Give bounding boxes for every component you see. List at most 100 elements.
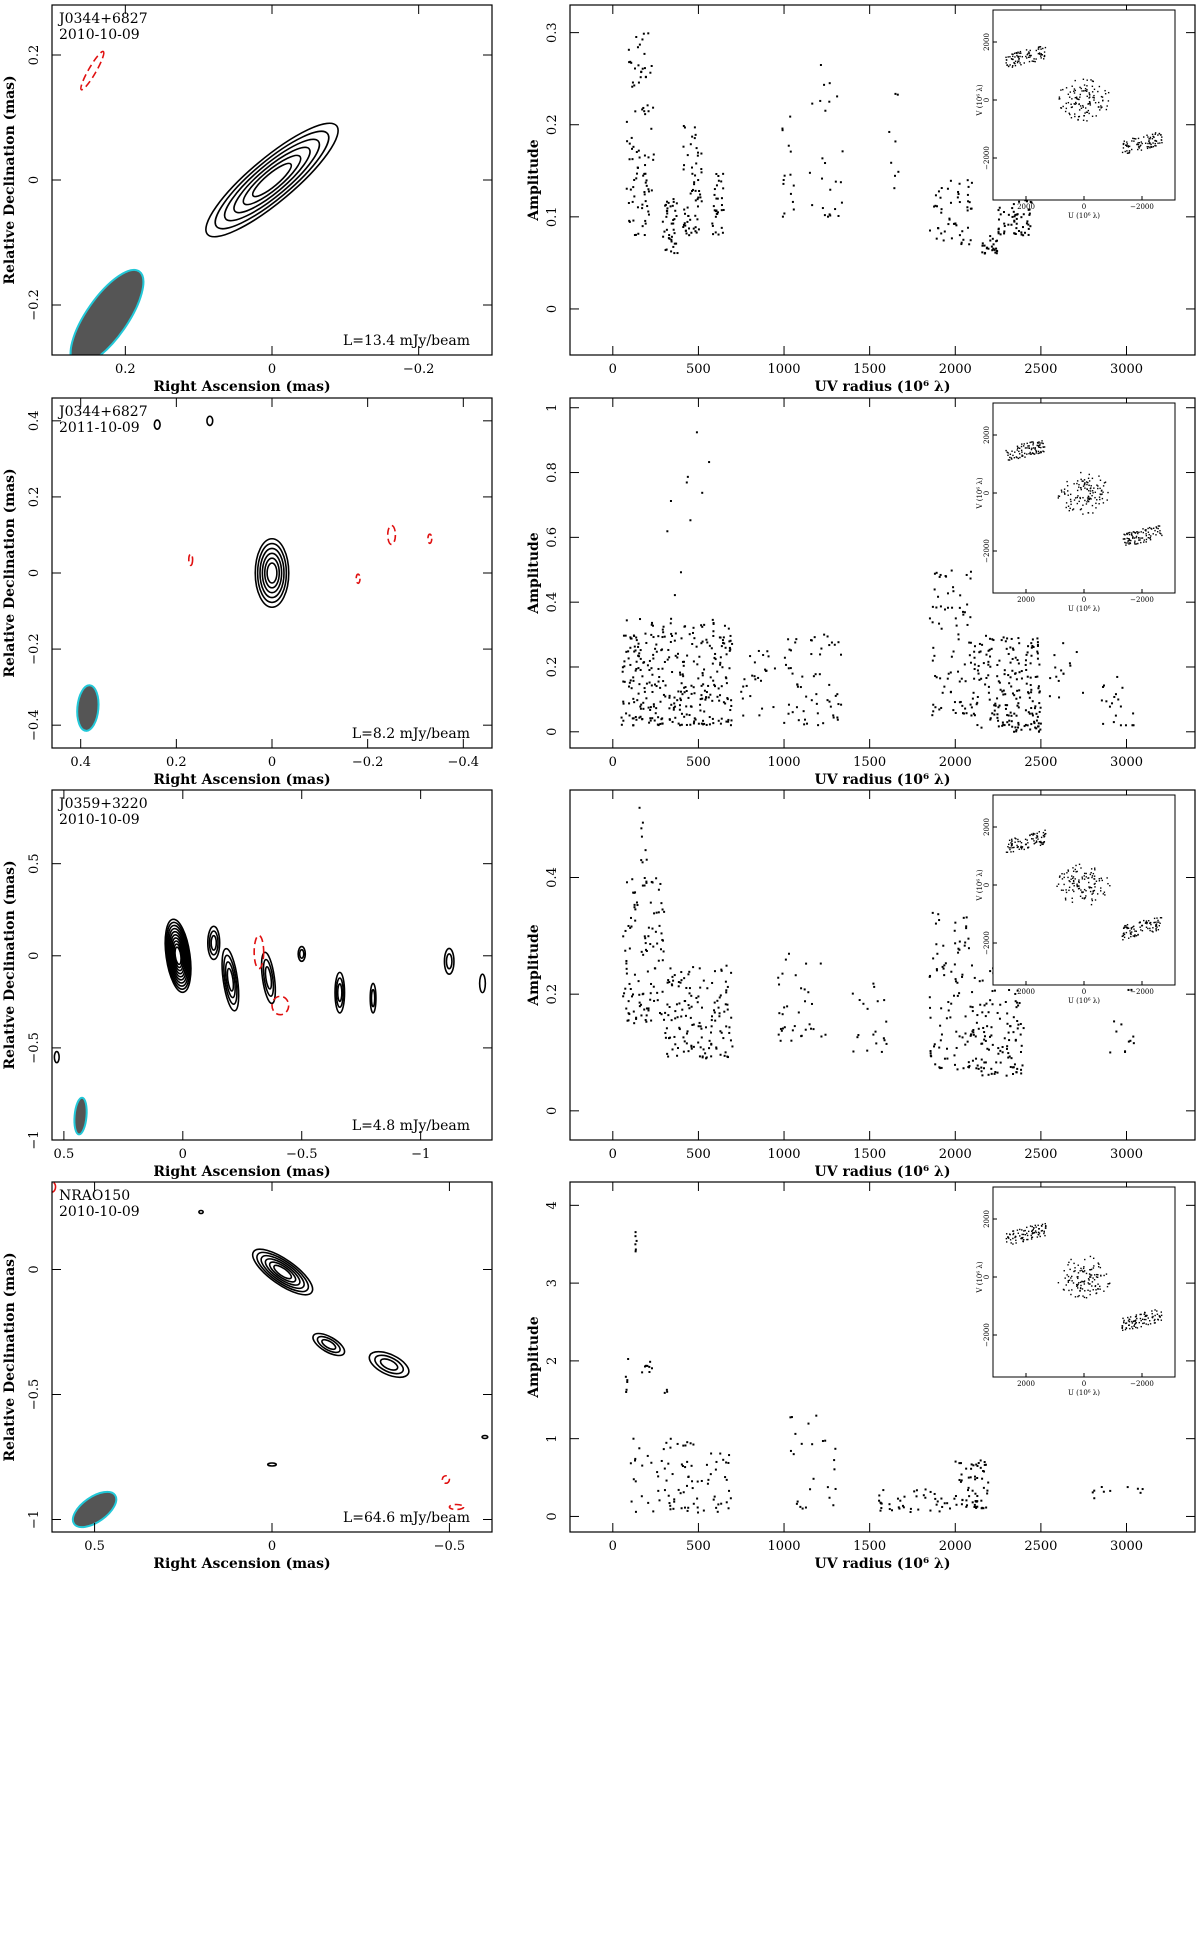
uv-point: [1146, 1314, 1148, 1317]
visibility-point: [667, 1014, 670, 1017]
visibility-point: [807, 991, 810, 994]
visibility-point: [821, 177, 824, 180]
visibility-point: [707, 684, 710, 687]
uv-point: [1158, 525, 1161, 527]
visibility-point: [632, 724, 635, 727]
y-tick-label: 0: [27, 952, 42, 960]
uv-point: [1124, 1328, 1127, 1331]
uv-point: [1063, 488, 1066, 490]
visibility-point: [787, 952, 790, 955]
visibility-point: [680, 1507, 683, 1510]
visibility-point: [639, 76, 642, 79]
inset-x-tick-label: −2000: [1130, 988, 1154, 996]
uv-point: [1135, 1315, 1137, 1318]
uv-point: [1070, 103, 1072, 105]
visibility-point: [649, 901, 652, 904]
uv-point: [1018, 848, 1020, 850]
visibility-point: [676, 1054, 679, 1057]
visibility-point: [661, 628, 664, 631]
visibility-point: [725, 991, 728, 994]
uv-point: [1024, 1234, 1027, 1236]
contour-black: [223, 954, 238, 1005]
uv-point: [1036, 836, 1039, 838]
uv-point: [1080, 1281, 1082, 1284]
uv-point: [1131, 926, 1134, 928]
visibility-point: [633, 903, 636, 906]
visibility-point: [695, 431, 698, 434]
visibility-point: [942, 944, 945, 947]
visibility-point: [1124, 1050, 1127, 1053]
uv-point: [1143, 1322, 1145, 1324]
visibility-point: [958, 1462, 961, 1465]
uv-point: [1035, 1231, 1037, 1234]
uv-point: [1093, 97, 1095, 99]
visibility-point: [647, 110, 650, 113]
uv-point: [1135, 138, 1137, 140]
visibility-point: [840, 653, 843, 656]
visibility-point: [1117, 698, 1120, 701]
uv-tracks: [1005, 829, 1163, 941]
visibility-point: [783, 1006, 786, 1009]
x-tick-label: −0.5: [286, 1147, 318, 1162]
uv-point: [1133, 542, 1136, 544]
visibility-point: [645, 179, 648, 182]
visibility-point: [901, 1504, 904, 1507]
contour-black: [264, 1258, 301, 1286]
visibility-point: [1029, 728, 1032, 731]
uv-point: [1093, 99, 1095, 101]
visibility-point: [1019, 1033, 1022, 1036]
visibility-point: [682, 675, 685, 678]
uv-point: [1123, 533, 1125, 536]
uv-point: [1068, 112, 1070, 114]
uv-point: [1073, 1262, 1075, 1265]
visibility-point: [671, 671, 674, 674]
uv-point: [1030, 1238, 1033, 1240]
uv-point: [1103, 482, 1106, 484]
visibility-point: [729, 648, 732, 651]
visibility-point: [943, 685, 946, 688]
visibility-point: [725, 1478, 728, 1481]
visibility-point: [1017, 229, 1020, 232]
uv-point: [1067, 494, 1069, 496]
visibility-point: [789, 649, 792, 652]
visibility-point: [802, 710, 805, 713]
visibility-point: [640, 1003, 643, 1006]
uv-point: [1031, 1229, 1034, 1232]
visibility-point: [790, 1416, 793, 1419]
visibility-point: [979, 1466, 982, 1469]
visibility-point: [641, 717, 644, 720]
visibility-point: [687, 214, 690, 217]
visibility-point: [623, 992, 626, 995]
uv-point: [1085, 876, 1087, 878]
visibility-point: [701, 625, 704, 628]
visibility-point: [980, 726, 983, 729]
visibility-point: [788, 648, 791, 651]
uv-point: [1149, 539, 1152, 541]
visibility-point: [624, 929, 627, 932]
uv-point: [1005, 1237, 1008, 1240]
uv-point: [1140, 1319, 1142, 1322]
uv-point: [1065, 506, 1067, 509]
visibility-point: [993, 989, 996, 992]
uv-point: [1019, 456, 1021, 459]
visibility-point: [828, 1496, 831, 1499]
visibility-point: [643, 884, 646, 887]
visibility-point: [980, 1070, 983, 1073]
visibility-point: [717, 1503, 720, 1506]
uv-point: [1045, 832, 1047, 835]
uv-point: [1018, 450, 1020, 453]
visibility-point: [1010, 685, 1013, 688]
contour-black: [260, 1254, 305, 1290]
x-tick-label: 0.2: [115, 362, 136, 377]
contour-red-negative: [355, 573, 361, 585]
uv-point: [1012, 1233, 1014, 1236]
visibility-point: [645, 697, 648, 700]
uv-point: [1121, 1325, 1123, 1327]
visibility-point: [701, 640, 704, 643]
visibility-point: [966, 1504, 969, 1507]
visibility-point: [702, 1509, 705, 1512]
uv-point: [1066, 1274, 1068, 1276]
uv-point: [1042, 446, 1044, 448]
visibility-point: [677, 722, 680, 725]
visibility-point: [635, 177, 638, 180]
